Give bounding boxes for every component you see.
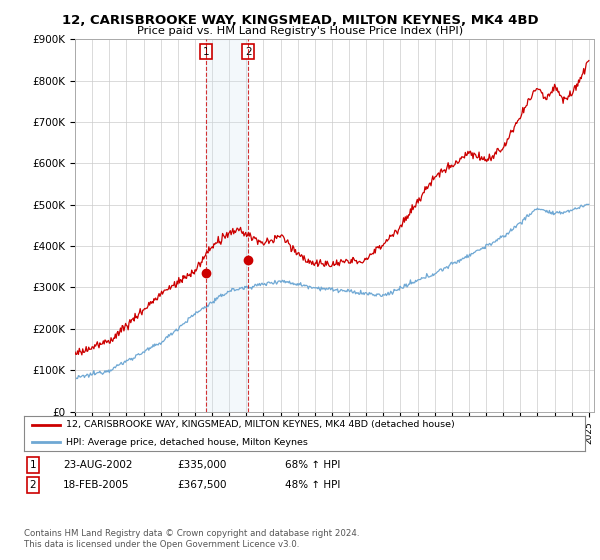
Text: 1: 1 [29, 460, 37, 470]
Text: 12, CARISBROOKE WAY, KINGSMEAD, MILTON KEYNES, MK4 4BD: 12, CARISBROOKE WAY, KINGSMEAD, MILTON K… [62, 14, 538, 27]
Text: 18-FEB-2005: 18-FEB-2005 [63, 480, 130, 490]
Text: 12, CARISBROOKE WAY, KINGSMEAD, MILTON KEYNES, MK4 4BD (detached house): 12, CARISBROOKE WAY, KINGSMEAD, MILTON K… [66, 420, 455, 430]
Text: 1: 1 [203, 46, 209, 57]
Text: £367,500: £367,500 [177, 480, 227, 490]
Text: 48% ↑ HPI: 48% ↑ HPI [285, 480, 340, 490]
Text: 68% ↑ HPI: 68% ↑ HPI [285, 460, 340, 470]
Text: 2: 2 [29, 480, 37, 490]
Text: HPI: Average price, detached house, Milton Keynes: HPI: Average price, detached house, Milt… [66, 437, 308, 447]
Text: Contains HM Land Registry data © Crown copyright and database right 2024.
This d: Contains HM Land Registry data © Crown c… [24, 529, 359, 549]
Text: 2: 2 [245, 46, 251, 57]
Text: 23-AUG-2002: 23-AUG-2002 [63, 460, 133, 470]
Bar [206, 39, 248, 412]
Text: £335,000: £335,000 [177, 460, 226, 470]
Text: Price paid vs. HM Land Registry's House Price Index (HPI): Price paid vs. HM Land Registry's House … [137, 26, 463, 36]
